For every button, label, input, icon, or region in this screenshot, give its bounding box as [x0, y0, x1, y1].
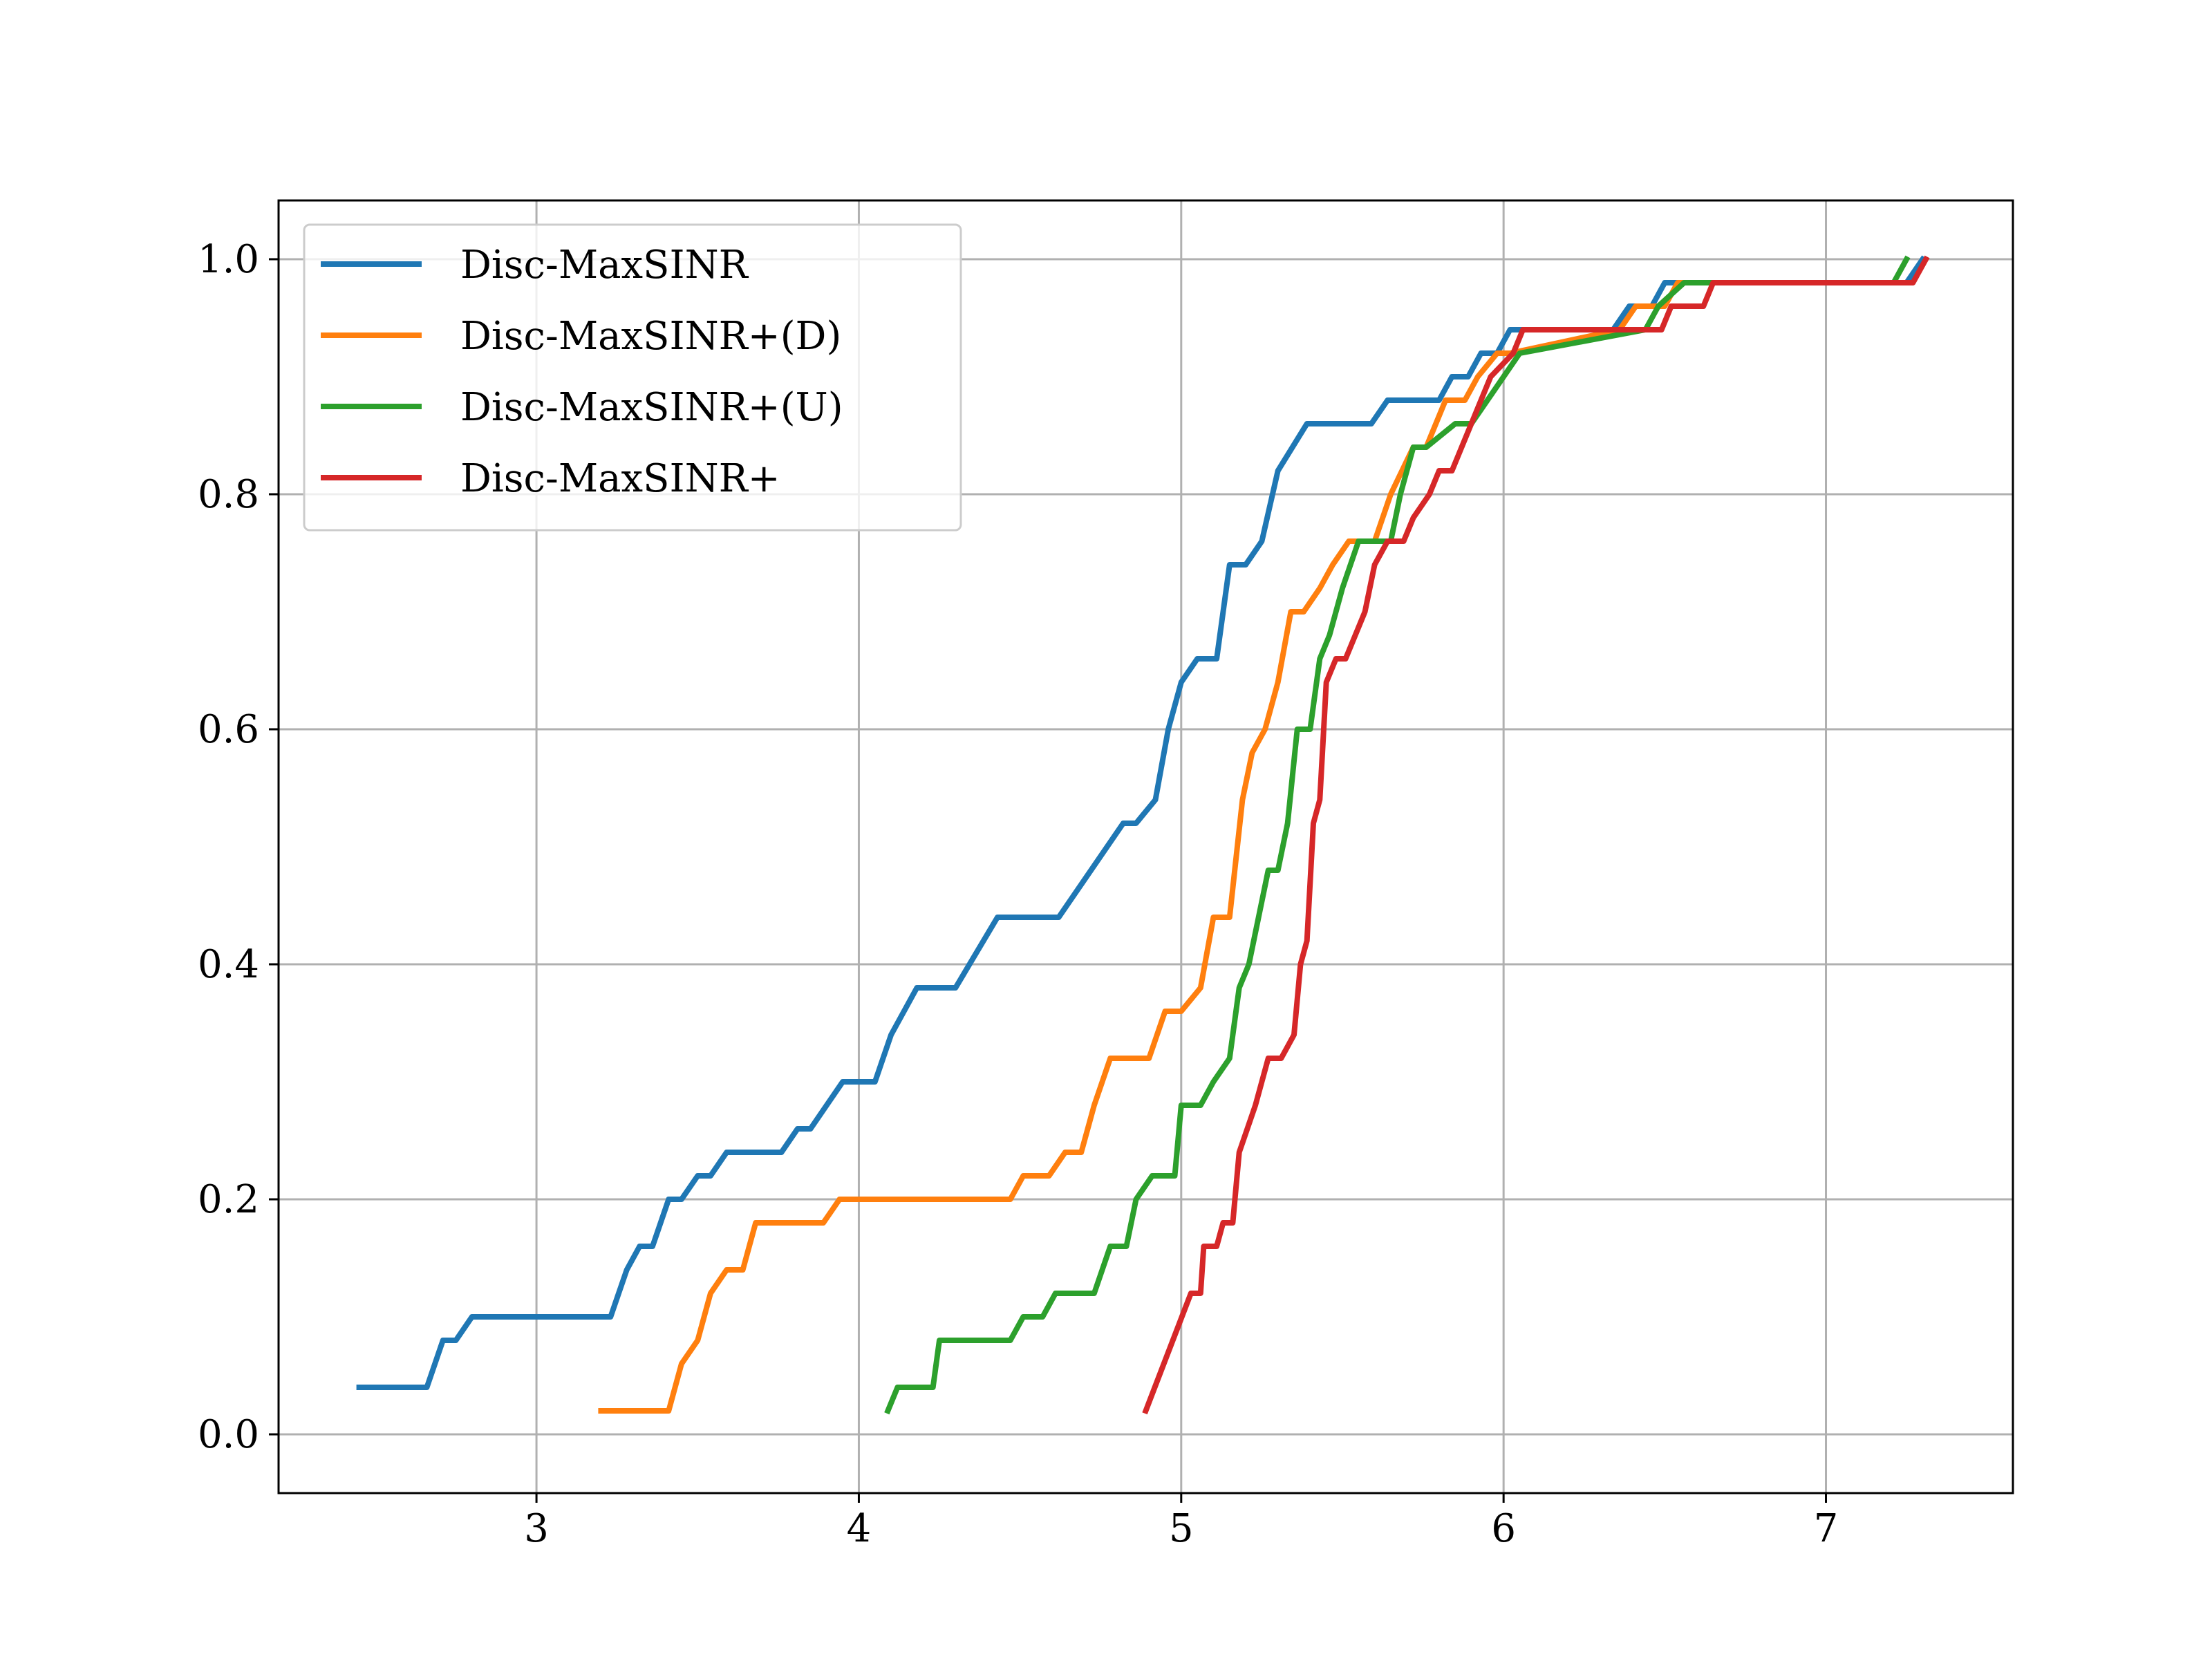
y-tick-label: 1.0: [198, 237, 259, 282]
series-lines: [356, 255, 1930, 1415]
series-line-2: [884, 255, 1911, 1415]
series-line-0: [356, 255, 1927, 1390]
y-tick-label: 0.6: [198, 707, 259, 752]
x-tick-label: 3: [524, 1506, 549, 1551]
y-tick-label: 0.8: [198, 472, 259, 517]
plot-area-frame: [277, 199, 2014, 1494]
x-tick-label: 4: [847, 1506, 872, 1551]
y-tick-label: 0.4: [198, 942, 259, 987]
legend-label-1: Disc-MaxSINR+(D): [460, 314, 841, 359]
axis-ticks: 3 4 5 6 7 0.0 0.2 0.4 0.6 0.8 1.0: [198, 237, 1838, 1551]
series-line-1: [598, 280, 1893, 1414]
legend-label-2: Disc-MaxSINR+(U): [460, 385, 843, 430]
series-line-3: [1142, 255, 1930, 1415]
x-tick-label: 6: [1491, 1506, 1516, 1551]
legend-label-3: Disc-MaxSINR+: [460, 456, 780, 501]
x-tick-label: 7: [1814, 1506, 1839, 1551]
legend: Disc-MaxSINR Disc-MaxSINR+(D) Disc-MaxSINR…: [303, 223, 962, 532]
grid-lines: [279, 200, 2013, 1493]
legend-label-0: Disc-MaxSINR: [460, 243, 749, 288]
legend-box: [303, 223, 962, 532]
x-tick-label: 5: [1169, 1506, 1194, 1551]
y-tick-label: 0.2: [198, 1177, 259, 1222]
y-tick-label: 0.0: [198, 1412, 259, 1457]
